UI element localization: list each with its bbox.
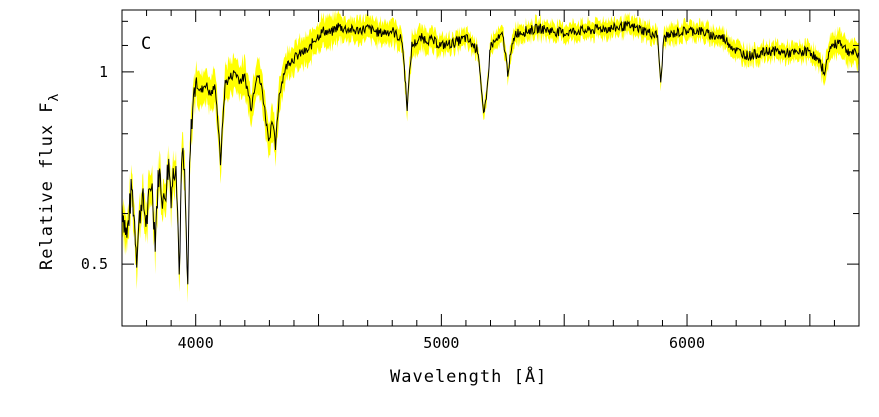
flux-spectrum-line bbox=[121, 20, 860, 285]
flux-uncertainty-envelope bbox=[122, 10, 859, 303]
y-axis-label: Relative flux Fλ bbox=[37, 93, 62, 270]
y-axis-label-text: Relative flux F bbox=[37, 101, 57, 270]
y-tick-label: 0.5 bbox=[81, 255, 108, 273]
axis-ticks bbox=[121, 10, 860, 327]
axis-tick-labels: 4000 5000 6000 0.5 1 bbox=[81, 63, 705, 352]
x-tick-label: 5000 bbox=[423, 334, 459, 352]
x-tick-label: 6000 bbox=[669, 334, 705, 352]
panel-label: C bbox=[141, 34, 151, 54]
y-tick-label: 1 bbox=[99, 63, 108, 81]
x-tick-label: 4000 bbox=[178, 334, 214, 352]
svg-text:Relative flux Fλ: Relative flux Fλ bbox=[37, 93, 62, 270]
y-axis-label-subscript: λ bbox=[47, 93, 62, 102]
x-axis-label: Wavelength [Å] bbox=[390, 365, 547, 387]
